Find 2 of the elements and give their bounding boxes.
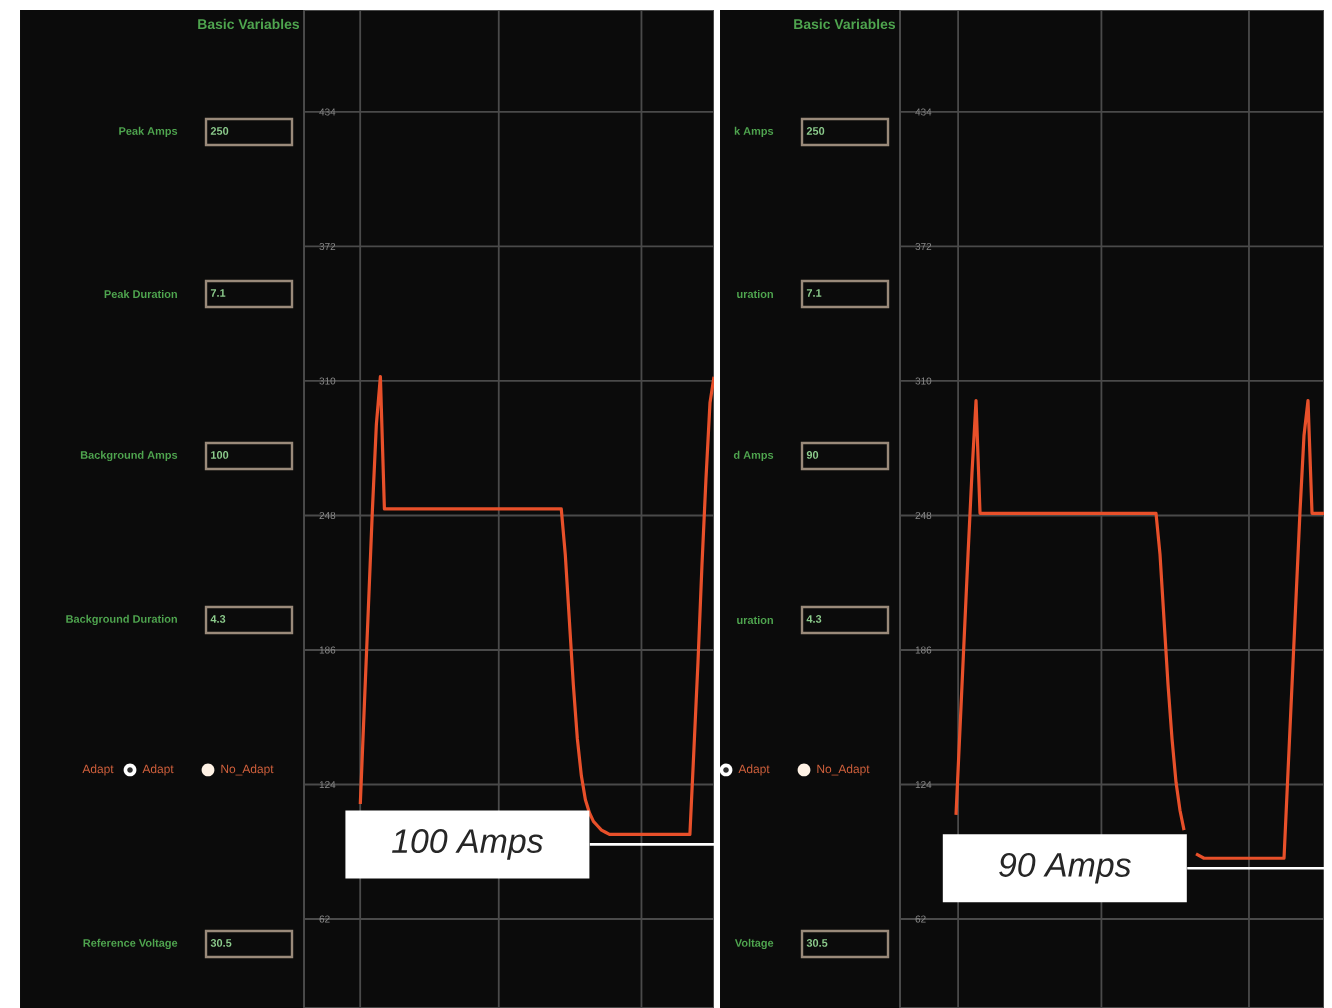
annotation: 90 Amps <box>999 852 1131 884</box>
annotation: 100 Amps <box>392 829 543 860</box>
